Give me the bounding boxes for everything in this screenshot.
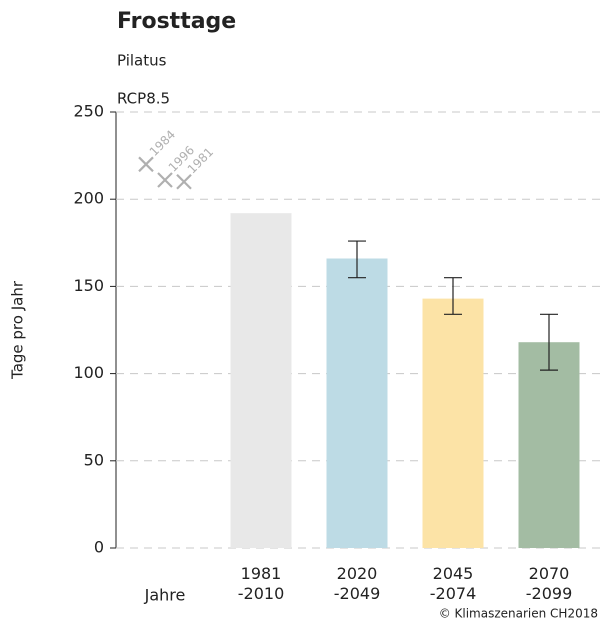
bar [518,342,580,548]
y-tick-label: 50 [84,450,104,469]
y-tick-label: 0 [94,538,104,557]
y-tick-label: 250 [73,102,104,121]
x-axis-label: Jahre [144,586,186,605]
cross [157,172,173,188]
bar [230,213,292,549]
bar [422,298,484,548]
y-tick-label: 100 [73,363,104,382]
observation-marker [176,173,192,190]
cross [176,173,192,190]
x-tick-label-line: 2020 [337,564,378,583]
y-tick-label: 150 [73,276,104,295]
x-tick-label: 2070 -2099 [526,564,573,603]
y-axis-label: Tage pro Jahr [9,280,27,380]
x-tick-label-line: 1981 [241,564,282,583]
x-tick-label-line: 2070 [529,564,570,583]
subtitle: Pilatus [117,52,167,70]
x-tick-label-line: -2074 [430,584,477,603]
x-tick-label-line: -2010 [238,584,285,603]
observation-marker [138,156,154,173]
x-tick-label-line: -2099 [526,584,573,603]
chart-title: Frosttage [117,9,236,34]
x-tick-label: 1981 -2010 [238,564,285,603]
x-tick-label: 2045 -2074 [430,564,477,603]
x-tick-label-line: 2045 [433,564,474,583]
y-tick-label: 200 [73,189,104,208]
bar [326,258,388,548]
scenario: RCP8.5 [117,90,170,108]
x-tick-label: 2020 -2049 [334,564,381,603]
observation-label: 1984 [147,127,178,158]
cross [138,156,154,173]
x-tick-label-line: -2049 [334,584,381,603]
observation-marker [157,172,173,188]
source: © Klimaszenarien CH2018 [439,607,598,621]
